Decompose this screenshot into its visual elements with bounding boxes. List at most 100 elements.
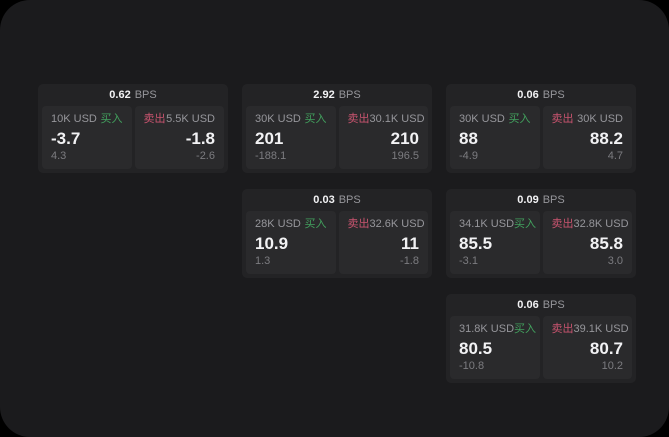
quote-panels: 28K USD 买入 10.9 1.3 卖出 32.6K USD 11 -1.8 (242, 211, 432, 278)
sell-panel[interactable]: 卖出 39.1K USD 80.7 10.2 (542, 316, 632, 379)
quote-card: 0.06 BPS 30K USD 买入 88 -4.9 卖出 30K USD 8… (446, 84, 636, 173)
sell-price: 85.8 (589, 233, 623, 253)
buy-sub-value: 1.3 (255, 255, 271, 267)
quote-panels: 30K USD 买入 88 -4.9 卖出 30K USD 88.2 4.7 (446, 106, 636, 173)
sell-panel[interactable]: 卖出 32.6K USD 11 -1.8 (338, 211, 428, 274)
sell-side-label: 卖出 (347, 113, 370, 125)
sell-panel[interactable]: 卖出 30K USD 88.2 4.7 (542, 106, 632, 169)
sell-price: -1.8 (185, 128, 215, 148)
sell-panel-top: 卖出 30.1K USD (347, 113, 425, 126)
buy-panel-top: 34.1K USD 买入 (459, 218, 536, 231)
sell-panel[interactable]: 卖出 5.5K USD -1.8 -2.6 (134, 106, 224, 169)
buy-panel[interactable]: 31.8K USD 买入 80.5 -10.8 (450, 316, 540, 379)
buy-panel-top: 28K USD 买入 (255, 218, 327, 231)
buy-price: 201 (255, 128, 284, 148)
buy-price: 85.5 (459, 233, 493, 253)
sell-side-label: 卖出 (143, 113, 166, 125)
buy-panel[interactable]: 34.1K USD 买入 85.5 -3.1 (450, 211, 540, 274)
sell-panel-top: 卖出 39.1K USD (551, 323, 629, 336)
bps-value: 0.06 (517, 89, 539, 101)
buy-side-label: 买入 (100, 113, 123, 125)
quote-card: 2.92 BPS 30K USD 买入 201 -188.1 卖出 30.1K … (242, 84, 432, 173)
buy-side-label: 买入 (304, 218, 327, 230)
quote-card: 0.03 BPS 28K USD 买入 10.9 1.3 卖出 32.6K US… (242, 189, 432, 278)
buy-side-label: 买入 (508, 113, 531, 125)
buy-price: 88 (459, 128, 478, 148)
buy-panel[interactable]: 28K USD 买入 10.9 1.3 (246, 211, 336, 274)
buy-side-label: 买入 (514, 218, 537, 230)
card-header: 0.62 BPS (38, 84, 228, 106)
sell-side-label: 卖出 (551, 323, 574, 335)
quote-panels: 30K USD 买入 201 -188.1 卖出 30.1K USD 210 1… (242, 106, 432, 173)
buy-notional: 30K USD (459, 113, 505, 125)
buy-sub-value: -188.1 (255, 150, 287, 162)
buy-panel[interactable]: 10K USD 买入 -3.7 4.3 (42, 106, 132, 169)
buy-notional: 28K USD (255, 218, 301, 230)
bps-unit-label: BPS (338, 89, 361, 101)
bps-value: 0.06 (517, 299, 539, 311)
bps-unit-label: BPS (542, 89, 565, 101)
buy-notional: 34.1K USD (459, 218, 515, 230)
sell-side-label: 卖出 (347, 218, 370, 230)
buy-panel-top: 10K USD 买入 (51, 113, 123, 126)
buy-panel-top: 31.8K USD 买入 (459, 323, 536, 336)
sell-notional: 5.5K USD (166, 113, 215, 125)
card-header: 2.92 BPS (242, 84, 432, 106)
bps-unit-label: BPS (542, 299, 565, 311)
sell-notional: 30K USD (577, 113, 623, 125)
quote-panels: 31.8K USD 买入 80.5 -10.8 卖出 39.1K USD 80.… (446, 316, 636, 383)
buy-notional: 30K USD (255, 113, 301, 125)
buy-sub-value: 4.3 (51, 150, 67, 162)
sell-price: 88.2 (589, 128, 623, 148)
card-header: 0.06 BPS (446, 294, 636, 316)
buy-side-label: 买入 (514, 323, 537, 335)
bps-unit-label: BPS (338, 194, 361, 206)
card-header: 0.03 BPS (242, 189, 432, 211)
buy-side-label: 买入 (304, 113, 327, 125)
buy-panel[interactable]: 30K USD 买入 201 -188.1 (246, 106, 336, 169)
sell-sub-value: 3.0 (607, 255, 623, 267)
sell-panel-top: 卖出 5.5K USD (144, 113, 216, 126)
bps-value: 0.03 (313, 194, 335, 206)
buy-notional: 31.8K USD (459, 323, 515, 335)
sell-panel-top: 卖出 30K USD (552, 113, 624, 126)
buy-price: 10.9 (255, 233, 289, 253)
card-header: 0.09 BPS (446, 189, 636, 211)
sell-price: 80.7 (589, 338, 623, 358)
sell-sub-value: -2.6 (196, 150, 215, 162)
buy-sub-value: -3.1 (459, 255, 478, 267)
buy-price: -3.7 (51, 128, 81, 148)
buy-panel-top: 30K USD 买入 (255, 113, 327, 126)
bps-value: 2.92 (313, 89, 335, 101)
sell-price: 210 (390, 128, 419, 148)
quote-card: 0.06 BPS 31.8K USD 买入 80.5 -10.8 卖出 39.1… (446, 294, 636, 383)
sell-notional: 39.1K USD (573, 323, 629, 335)
cards-grid: 0.62 BPS 10K USD 买入 -3.7 4.3 卖出 5.5K USD… (38, 84, 636, 383)
sell-price: 11 (401, 233, 419, 253)
sell-sub-value: 10.2 (601, 360, 623, 372)
sell-sub-value: -1.8 (400, 255, 419, 267)
buy-price: 80.5 (459, 338, 493, 358)
sell-panel[interactable]: 卖出 32.8K USD 85.8 3.0 (542, 211, 632, 274)
bps-value: 0.62 (109, 89, 131, 101)
bps-unit-label: BPS (134, 89, 157, 101)
sell-side-label: 卖出 (551, 113, 574, 125)
sell-panel[interactable]: 卖出 30.1K USD 210 196.5 (338, 106, 428, 169)
sell-panel-top: 卖出 32.6K USD (347, 218, 425, 231)
card-header: 0.06 BPS (446, 84, 636, 106)
sell-notional: 32.8K USD (573, 218, 629, 230)
buy-sub-value: -4.9 (459, 150, 478, 162)
sell-notional: 32.6K USD (369, 218, 425, 230)
sell-panel-top: 卖出 32.8K USD (551, 218, 629, 231)
buy-notional: 10K USD (51, 113, 97, 125)
buy-panel-top: 30K USD 买入 (459, 113, 531, 126)
quote-panels: 34.1K USD 买入 85.5 -3.1 卖出 32.8K USD 85.8… (446, 211, 636, 278)
sell-sub-value: 4.7 (607, 150, 623, 162)
buy-panel[interactable]: 30K USD 买入 88 -4.9 (450, 106, 540, 169)
bps-value: 0.09 (517, 194, 539, 206)
sell-notional: 30.1K USD (369, 113, 425, 125)
buy-sub-value: -10.8 (459, 360, 485, 372)
sell-side-label: 卖出 (551, 218, 574, 230)
quote-card: 0.09 BPS 34.1K USD 买入 85.5 -3.1 卖出 32.8K… (446, 189, 636, 278)
